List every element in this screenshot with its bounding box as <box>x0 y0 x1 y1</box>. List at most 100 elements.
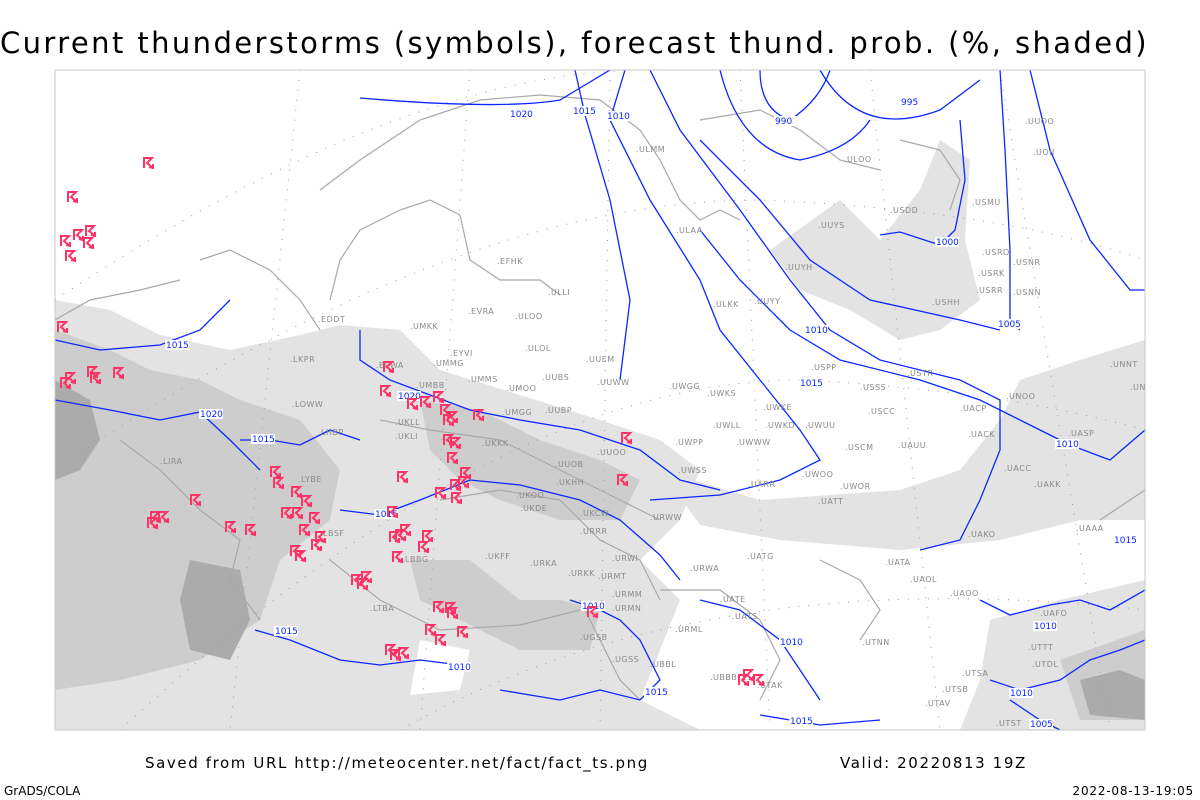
station-label: .UTAV <box>925 699 951 708</box>
station-label: .UTDL <box>1032 660 1058 669</box>
station-label: .UOII <box>1033 148 1055 157</box>
station-label: .UAFO <box>1040 609 1067 618</box>
thunderstorm-symbol-icon <box>295 550 307 563</box>
thunderstorm-symbol-icon <box>60 377 72 390</box>
isobar-label: 995 <box>901 98 918 108</box>
thunderstorm-symbol-icon <box>225 521 237 534</box>
station-label: .UASP <box>1068 429 1094 438</box>
isobar-label-bg <box>644 687 668 697</box>
isobar-label-bg <box>274 626 298 636</box>
station-label: .UKLL <box>395 418 420 427</box>
station-label: .UGSS <box>612 655 639 664</box>
thunderstorm-symbol-icon <box>418 541 430 554</box>
thunderstorm-symbol-icon <box>65 372 77 385</box>
isobar-label-bg <box>900 97 924 107</box>
thunderstorm-symbol-icon <box>245 524 257 537</box>
isobar-label: 1020 <box>398 392 421 402</box>
station-label: .USRR <box>976 286 1003 295</box>
station-label: .USNN <box>1013 288 1041 297</box>
station-label: .UKDE <box>520 504 547 513</box>
isobar-label-bg <box>804 325 828 335</box>
station-label: .URWI <box>612 554 638 563</box>
station-label: .UAAA <box>1076 524 1104 533</box>
station-label: .UMMG <box>433 359 464 368</box>
station-label: .UUOO <box>1025 117 1054 126</box>
thunderstorm-symbol-icon <box>57 321 69 334</box>
station-label: .LHBP <box>318 428 344 437</box>
station-label: .UARR <box>748 480 776 489</box>
isobar-label-bg <box>774 116 798 126</box>
thunderstorm-symbol-icon <box>392 551 404 564</box>
station-label: .UNOO <box>1006 392 1035 401</box>
station-label: .URKK <box>568 569 595 578</box>
isobar-label-bg <box>1009 688 1033 698</box>
thunderstorm-symbol-icon <box>433 391 445 404</box>
station-label: .EFHK <box>497 257 523 266</box>
station-label: .UMKK <box>410 322 439 331</box>
station-labels: .EDDT .ULMM .ULOO .UUYS .USDD .USMU .UUYH .USRO… <box>160 117 1158 728</box>
station-label: .UNBB <box>1130 383 1158 392</box>
station-label: .UUBP <box>545 406 572 415</box>
source-url-text: Saved from URL http://meteocenter.net/fa… <box>145 754 649 772</box>
station-label: .ULMM <box>636 145 665 154</box>
thunderstorm-symbol-icon <box>90 372 102 385</box>
station-label: .UWGG <box>669 382 700 391</box>
isobar-label-bg <box>1055 439 1079 449</box>
station-label: .ULOO <box>515 312 543 321</box>
station-label: .UATA <box>885 558 911 567</box>
thunderstorm-symbol-icon <box>420 396 432 409</box>
station-label: .ULOO <box>844 155 872 164</box>
thunderstorm-symbol-icon <box>60 235 72 248</box>
station-label: .UUEM <box>586 355 615 364</box>
station-label: .UWKE <box>763 403 792 412</box>
station-label: .UWPP <box>675 438 703 447</box>
thunderstorm-symbol-icon <box>301 495 313 508</box>
isobar-label: 1010 <box>1056 440 1079 450</box>
shade-low <box>660 340 1145 550</box>
thunderstorm-symbol-icon <box>383 361 395 374</box>
station-label: .LBBG <box>402 555 429 564</box>
station-label: .USTR <box>907 369 933 378</box>
station-label: .UAKK <box>1034 480 1061 489</box>
isobar-label-bg <box>199 409 223 419</box>
station-label: .USCM <box>845 443 873 452</box>
shade-mid <box>55 330 340 690</box>
station-label: .UNNT <box>1110 360 1138 369</box>
thunderstorm-symbol-icon <box>281 507 293 520</box>
isobar-label-bg <box>606 111 630 121</box>
station-label: .UWOR <box>840 482 871 491</box>
shade-high <box>55 380 100 480</box>
station-label: .UACC <box>1004 464 1031 473</box>
station-label: .UMOO <box>506 384 536 393</box>
station-label: .USPP <box>811 363 837 372</box>
station-label: .UTSA <box>962 669 989 678</box>
station-label: .LTBA <box>370 604 394 613</box>
station-label: .UKOO <box>516 491 544 500</box>
station-label: .UACP <box>960 404 987 413</box>
plot-frame <box>54 69 1146 731</box>
station-label: .USSS <box>860 383 886 392</box>
station-label: .USHH <box>932 298 960 307</box>
station-label: .UATS <box>732 612 758 621</box>
shade-mid <box>410 560 600 650</box>
isobar-labels: 1020 1015 1010 995 990 1000 1005 1010 1015 1010 10… <box>165 97 1137 730</box>
station-label: .UWKD <box>765 421 795 430</box>
thunderstorm-symbol-icon <box>451 492 463 505</box>
isobar-label: 1015 <box>573 107 596 117</box>
thunderstorm-symbol-icon <box>587 606 599 619</box>
station-label: .UUBS <box>542 373 569 382</box>
thunderstorm-symbol-icon <box>433 601 445 614</box>
isobar-label: 990 <box>775 117 792 127</box>
isobar-label-bg <box>1113 535 1137 545</box>
thunderstorm-symbol-icon <box>621 432 633 445</box>
station-label: .UUWW <box>597 378 630 387</box>
shade-clear <box>410 640 470 695</box>
station-label: .USNR <box>1013 258 1041 267</box>
station-label: .UWWW <box>736 438 771 447</box>
shade-low <box>770 140 980 340</box>
isobar-label: 1010 <box>780 638 803 648</box>
thunderstorm-symbol-icon <box>450 437 462 450</box>
isobar-label: 1015 <box>252 435 275 445</box>
station-label: .URMT <box>598 572 626 581</box>
isobar-label: 1010 <box>1034 622 1057 632</box>
